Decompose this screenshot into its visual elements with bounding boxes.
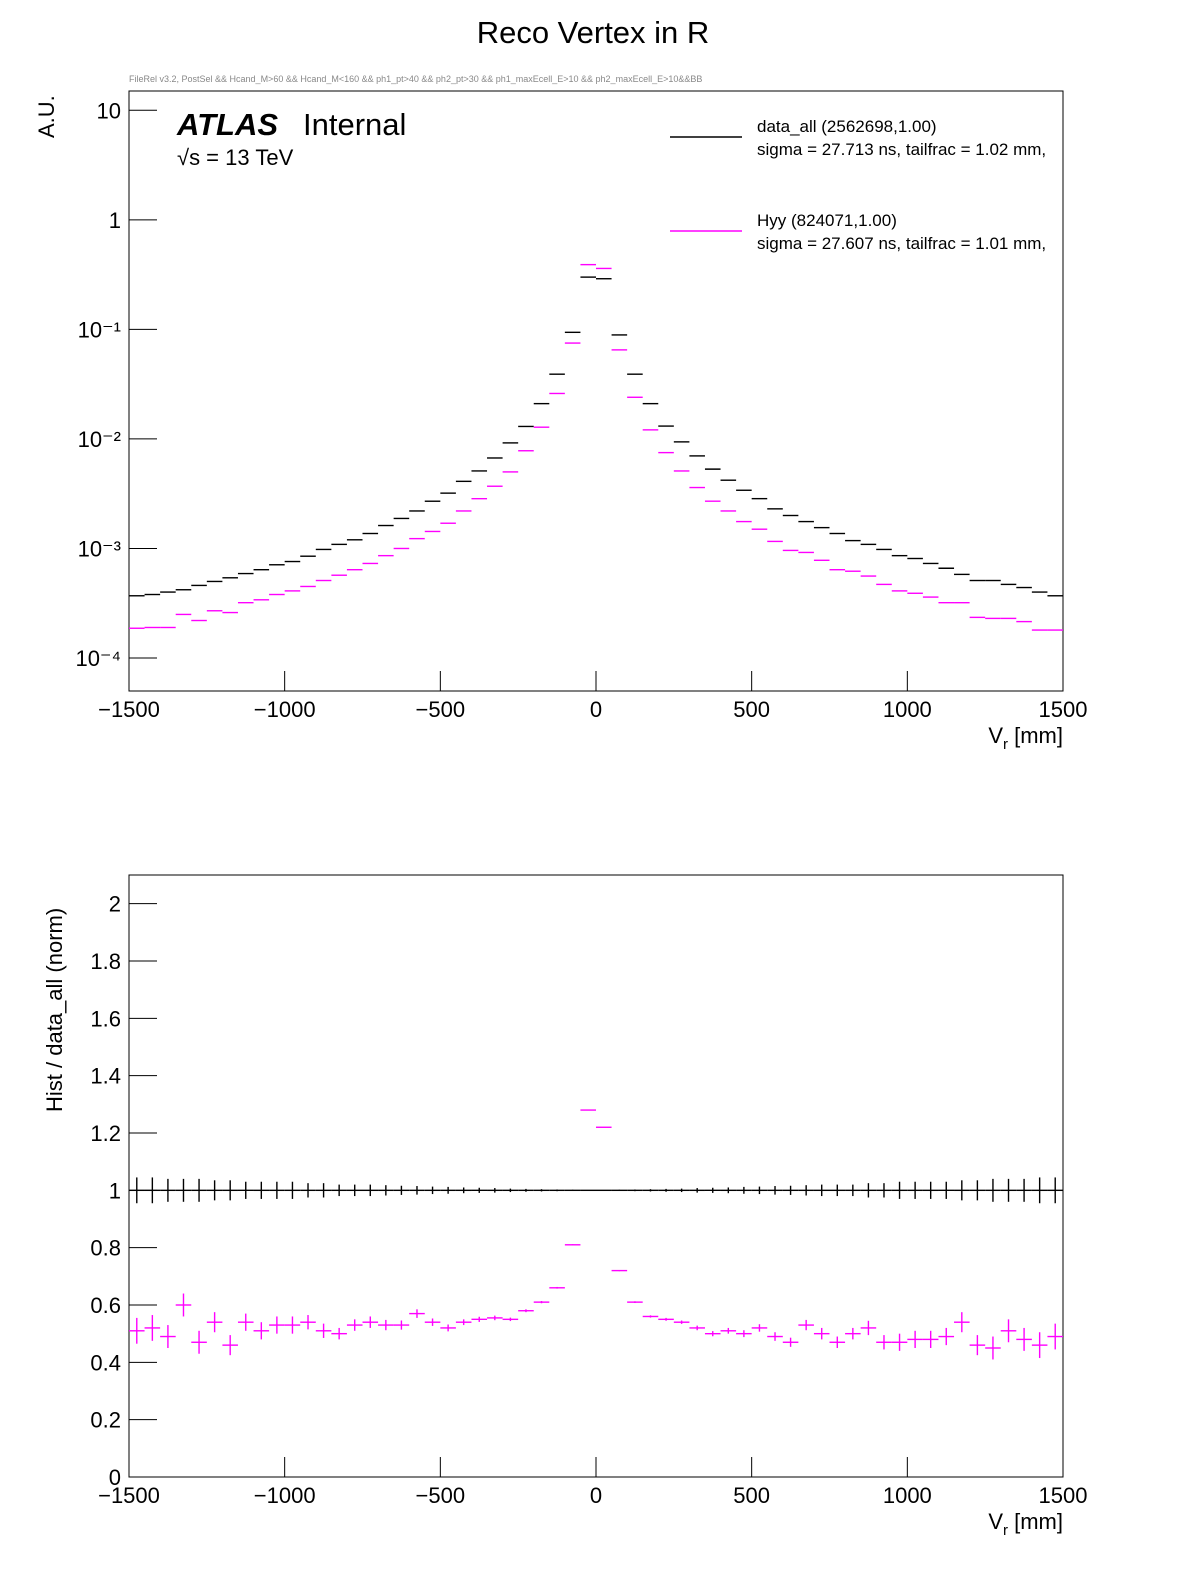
x-axis-label-part: r — [1003, 1522, 1008, 1539]
energy-label: √s = 13 TeV — [177, 145, 294, 170]
x-axis-label-part: r — [1003, 736, 1008, 753]
x-tick-label: 1000 — [883, 1483, 932, 1508]
x-tick-label: −1000 — [254, 1483, 316, 1508]
subtitle: FileRel v3.2, PostSel && Hcand_M>60 && H… — [129, 74, 702, 84]
y-tick-label: 10⁻¹ — [78, 317, 121, 342]
x-tick-label: 1500 — [1039, 1483, 1088, 1508]
y-tick-label: 1.6 — [90, 1006, 121, 1031]
y-tick-label: 1.8 — [90, 949, 121, 974]
y-tick-label: 1 — [109, 1178, 121, 1203]
y-tick-label: 10⁻³ — [78, 536, 121, 561]
x-tick-label: 500 — [733, 697, 770, 722]
x-tick-label: 0 — [590, 1483, 602, 1508]
y-tick-label: 2 — [109, 892, 121, 917]
x-tick-label: −1500 — [98, 1483, 160, 1508]
x-tick-label: 0 — [590, 697, 602, 722]
x-tick-label: 500 — [733, 1483, 770, 1508]
y-tick-label: 0 — [109, 1465, 121, 1490]
x-axis-label-part: V — [988, 723, 1003, 748]
legend-note: sigma = 27.607 ns, tailfrac = 1.01 mm, — [757, 234, 1046, 253]
y-tick-label: 1.2 — [90, 1121, 121, 1146]
y-tick-label: 0.2 — [90, 1408, 121, 1433]
y-axis-label: Hist / data_all (norm) — [42, 908, 67, 1112]
x-tick-label: 1500 — [1039, 697, 1088, 722]
x-axis-label-part: [mm] — [1008, 723, 1063, 748]
y-tick-label: 1.4 — [90, 1064, 121, 1089]
y-axis-label: A.U. — [34, 95, 59, 138]
x-tick-label: −1000 — [254, 697, 316, 722]
y-tick-label: 0.4 — [90, 1350, 121, 1375]
atlas-label: ATLAS — [176, 107, 278, 142]
x-tick-label: 1000 — [883, 697, 932, 722]
y-tick-label: 0.6 — [90, 1293, 121, 1318]
x-tick-label: −500 — [416, 1483, 466, 1508]
y-tick-label: 0.8 — [90, 1236, 121, 1261]
atlas-status: Internal — [303, 107, 406, 142]
x-axis-label-part: V — [988, 1509, 1003, 1534]
x-axis-label: Vr [mm] — [988, 1509, 1063, 1539]
x-tick-label: −500 — [416, 697, 466, 722]
x-tick-label: −1500 — [98, 697, 160, 722]
legend-note: sigma = 27.713 ns, tailfrac = 1.02 mm, — [757, 140, 1046, 159]
chart-title: Reco Vertex in R — [477, 15, 710, 50]
x-axis-label-part: [mm] — [1008, 1509, 1063, 1534]
legend-label: data_all (2562698,1.00) — [757, 117, 937, 136]
y-tick-label: 1 — [109, 208, 121, 233]
y-tick-label: 10⁻⁴ — [75, 646, 121, 671]
y-tick-label: 10⁻² — [78, 427, 121, 452]
y-tick-label: 10 — [97, 98, 121, 123]
legend-label: Hyy (824071,1.00) — [757, 211, 897, 230]
x-axis-label: Vr [mm] — [988, 723, 1063, 753]
